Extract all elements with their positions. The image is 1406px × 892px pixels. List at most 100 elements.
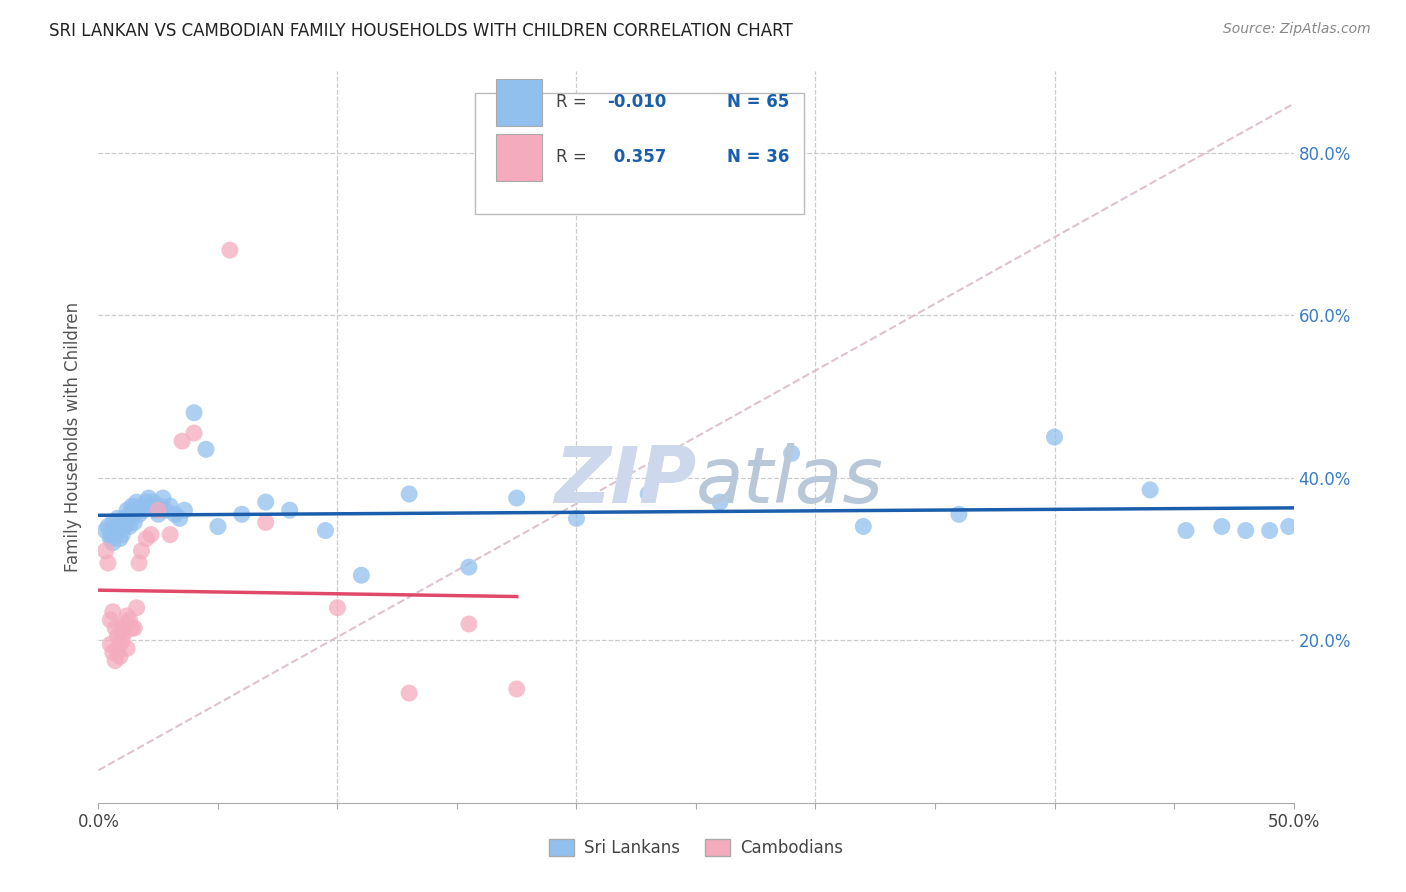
Point [111,516,134,530]
Point [195,442,218,457]
Point [118,613,141,627]
Point [169,511,191,525]
Point [172,434,194,449]
Point [139,499,162,513]
Point [108,649,131,664]
Point [128,556,150,570]
Point [159,527,181,541]
Point [565,511,588,525]
Point [506,681,529,696]
Point [124,621,146,635]
Point [107,511,129,525]
Point [131,544,153,558]
Point [315,524,337,538]
Legend: Sri Lankans, Cambodians: Sri Lankans, Cambodians [543,832,849,864]
Point [131,499,153,513]
Point [111,633,134,648]
Point [104,654,127,668]
Text: SRI LANKAN VS CAMBODIAN FAMILY HOUSEHOLDS WITH CHILDREN CORRELATION CHART: SRI LANKAN VS CAMBODIAN FAMILY HOUSEHOLD… [49,22,793,40]
Point [148,508,170,522]
Point [101,645,124,659]
Text: atlas: atlas [696,443,884,519]
Point [97,556,120,570]
Point [207,519,229,533]
Point [398,487,420,501]
Text: Source: ZipAtlas.com: Source: ZipAtlas.com [1223,22,1371,37]
Point [709,495,731,509]
Point [121,499,143,513]
Point [104,527,127,541]
Point [98,532,122,546]
Point [145,503,167,517]
Point [1258,524,1281,538]
Point [98,613,122,627]
Point [350,568,373,582]
FancyBboxPatch shape [475,94,804,214]
Point [398,686,420,700]
Point [132,503,155,517]
Point [125,600,148,615]
Point [326,600,349,615]
Text: ZIP: ZIP [554,443,696,519]
Point [1278,519,1301,533]
Point [149,499,172,513]
Point [780,446,803,460]
Point [104,524,127,538]
Point [108,532,131,546]
Point [101,535,124,549]
Point [94,524,117,538]
Point [114,511,136,525]
Point [138,491,160,505]
Point [111,527,134,541]
Point [152,491,174,505]
Point [173,503,195,517]
Point [118,519,141,533]
Point [637,487,659,501]
Point [104,621,127,635]
Point [121,621,143,635]
Point [101,516,124,530]
Point [107,629,129,643]
Point [148,503,170,517]
Point [98,527,122,541]
Point [114,519,136,533]
Point [278,503,301,517]
Point [115,641,138,656]
Point [115,516,138,530]
Point [231,508,253,522]
Point [183,425,205,440]
Point [458,560,481,574]
Point [183,406,205,420]
Point [135,532,157,546]
FancyBboxPatch shape [496,134,541,181]
Point [114,625,136,640]
Point [1211,519,1233,533]
Point [1234,524,1257,538]
Point [118,508,141,522]
Point [107,645,129,659]
Text: -0.010: -0.010 [607,94,666,112]
Text: N = 36: N = 36 [727,148,789,166]
Point [94,544,117,558]
Point [254,516,277,530]
Point [142,495,165,509]
Point [852,519,875,533]
Point [254,495,277,509]
Point [125,495,148,509]
Point [121,511,143,525]
Point [506,491,529,505]
Point [107,519,129,533]
Text: N = 65: N = 65 [727,94,789,112]
Point [114,617,136,632]
Point [1139,483,1161,497]
Point [115,608,138,623]
Point [97,519,120,533]
Point [1175,524,1198,538]
Point [458,617,481,632]
Point [159,499,181,513]
Point [1043,430,1066,444]
Point [101,605,124,619]
Point [108,637,131,651]
Point [124,503,146,517]
Point [108,524,131,538]
